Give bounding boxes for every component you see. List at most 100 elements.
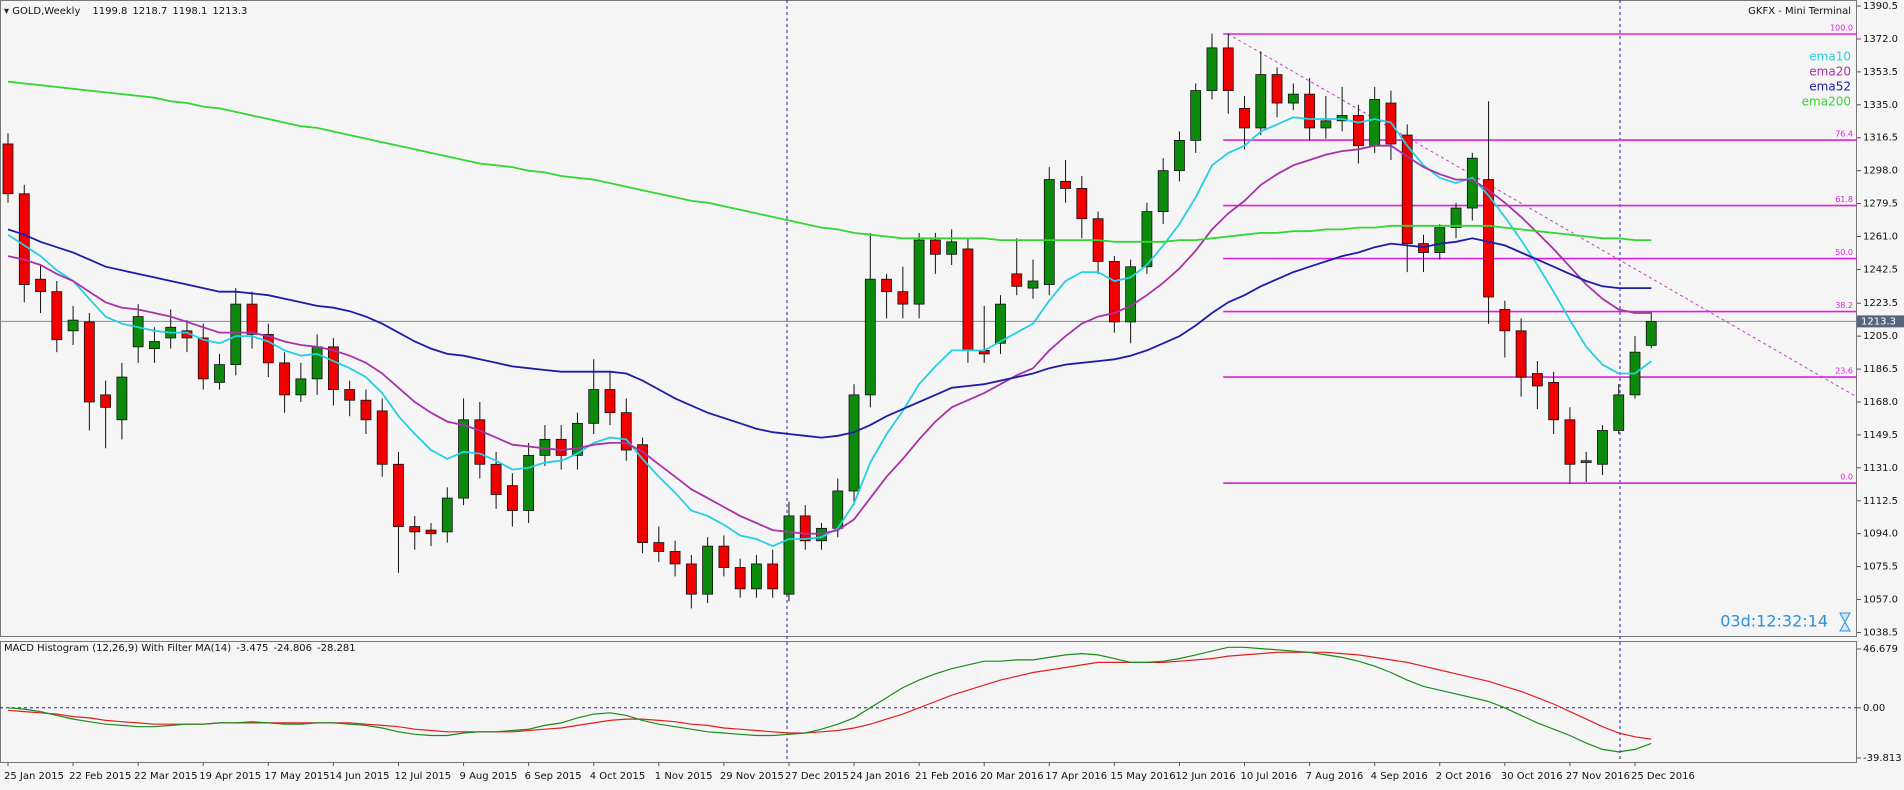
ema-line [7, 144, 1652, 535]
macd-value: -24.806 [273, 643, 312, 654]
candle-body [913, 239, 925, 305]
candle-body [1271, 74, 1283, 104]
header-high: 1218.7 [132, 6, 167, 17]
y-tick-label: 1186.5 [1863, 364, 1898, 375]
candle-body [1564, 419, 1576, 465]
candle-body [1304, 93, 1315, 129]
candle-body [572, 422, 583, 456]
candle-body [1645, 320, 1657, 346]
fib-label: 0.0 [1840, 473, 1853, 482]
candle-body [197, 337, 209, 380]
x-tick-label: 4 Oct 2015 [590, 771, 645, 782]
candle-body [897, 291, 909, 305]
y-tick-label: 0.00 [1863, 703, 1885, 714]
candle-body [1157, 170, 1169, 212]
fib-label: 61.8 [1835, 195, 1853, 204]
candle-body [279, 362, 290, 396]
candle-body [995, 303, 1006, 344]
candle-body [1060, 180, 1071, 189]
y-tick-label: 1279.5 [1863, 199, 1898, 210]
candle-body [311, 346, 323, 380]
bar-timer: 03d:12:32:14 [1720, 612, 1828, 631]
x-tick-label: 24 Jan 2016 [850, 771, 910, 782]
candle-body [653, 542, 665, 552]
y-tick-label: 1112.5 [1863, 496, 1898, 507]
terminal-name: GKFX - Mini Terminal [1748, 6, 1851, 17]
macd-title: MACD Histogram (12,26,9) With Filter MA(… [4, 643, 231, 654]
x-tick-label: 6 Sep 2015 [525, 771, 582, 782]
candle-body [1108, 261, 1120, 323]
candle-body [1239, 107, 1250, 129]
candle-body [149, 341, 160, 350]
y-tick-label: 1075.5 [1863, 562, 1898, 573]
x-tick-label: 17 Apr 2016 [1045, 771, 1107, 782]
x-tick-label: 20 Mar 2016 [980, 771, 1043, 782]
x-tick-label: 27 Dec 2015 [785, 771, 849, 782]
candle-body [474, 419, 486, 465]
y-tick-label: 1353.5 [1863, 67, 1898, 78]
candle-body [1369, 99, 1381, 147]
candle-body [1141, 211, 1153, 268]
y-tick-label: 1131.0 [1863, 463, 1898, 474]
candle-body [295, 378, 307, 396]
candle-body [604, 389, 616, 414]
candle-body [246, 303, 258, 335]
candle-body [1515, 330, 1527, 378]
y-tick-label: 1205.0 [1863, 331, 1898, 342]
candle-body [1125, 266, 1137, 323]
candle-body [702, 545, 714, 595]
candle-body [1027, 280, 1039, 289]
y-tick-label: 1372.0 [1863, 34, 1898, 45]
candle-body [506, 485, 518, 511]
y-tick-label: -39.813 [1863, 753, 1902, 764]
legend-entry: ema52 [1809, 80, 1851, 94]
x-tick-label: 14 Jun 2015 [329, 771, 389, 782]
candle-body [1548, 382, 1560, 421]
candle-body [1222, 47, 1234, 91]
candle-body [51, 291, 63, 341]
candle-body [848, 394, 860, 492]
candle-body [1450, 207, 1462, 229]
x-tick-label: 9 Aug 2015 [460, 771, 518, 782]
y-tick-label: 1242.5 [1863, 264, 1898, 275]
candle-body [1353, 115, 1364, 147]
candle-body [100, 394, 112, 408]
candle-body [864, 278, 876, 396]
candle-body [1287, 93, 1299, 104]
fib-label: 76.4 [1835, 130, 1853, 139]
candle-body [1597, 430, 1608, 465]
candle-body [409, 526, 421, 533]
candle-body [67, 319, 79, 332]
y-tick-label: 1335.0 [1863, 100, 1898, 111]
candle-body [962, 248, 974, 351]
y-tick-label: 1149.5 [1863, 430, 1898, 441]
candle-body [1174, 140, 1185, 172]
y-tick-label: 1168.0 [1863, 397, 1898, 408]
header-open: 1199.8 [92, 6, 127, 17]
candle-body [1531, 373, 1543, 387]
macd-line [7, 646, 1652, 753]
candle-body [35, 278, 46, 293]
candle-body [425, 529, 437, 535]
candle-body [1255, 74, 1267, 129]
candle-body [1011, 273, 1023, 287]
candle-body [262, 333, 274, 364]
candle-body [555, 438, 567, 456]
x-tick-label: 1 Nov 2015 [655, 771, 713, 782]
candle-body [588, 389, 600, 424]
candle-body [767, 563, 779, 590]
header-icon: ▾ [4, 6, 12, 17]
macd-panel [0, 641, 1857, 763]
y-tick-label: 1038.5 [1863, 627, 1898, 638]
candle-body [83, 321, 95, 403]
x-tick-label: 30 Oct 2016 [1501, 771, 1563, 782]
candle-body [783, 515, 795, 595]
y-tick-label: 1261.0 [1863, 231, 1898, 242]
macd-value: -28.281 [317, 643, 356, 654]
y-tick-label: 1223.5 [1863, 298, 1898, 309]
candle-body [1499, 309, 1511, 332]
candle-body [1320, 120, 1332, 129]
x-tick-label: 22 Mar 2015 [134, 771, 197, 782]
